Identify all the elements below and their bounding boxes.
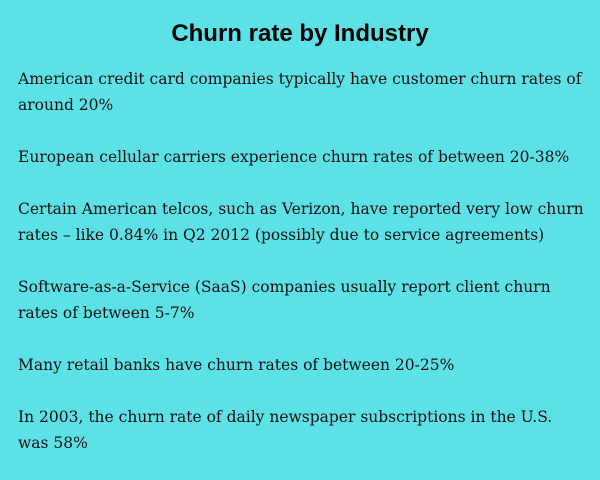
fact-cellular-carriers: European cellular carriers experience ch… (18, 148, 570, 166)
fact-credit-card: American credit card companies typically… (18, 70, 582, 114)
fact-list: American credit card companies typically… (18, 66, 584, 456)
fact-american-telcos: Certain American telcos, such as Verizon… (18, 200, 584, 244)
fact-newspapers: In 2003, the churn rate of daily newspap… (18, 408, 553, 452)
page-title: Churn rate by Industry (171, 20, 429, 47)
fact-retail-banks: Many retail banks have churn rates of be… (18, 356, 455, 374)
fact-saas: Software-as-a-Service (SaaS) companies u… (18, 278, 551, 322)
